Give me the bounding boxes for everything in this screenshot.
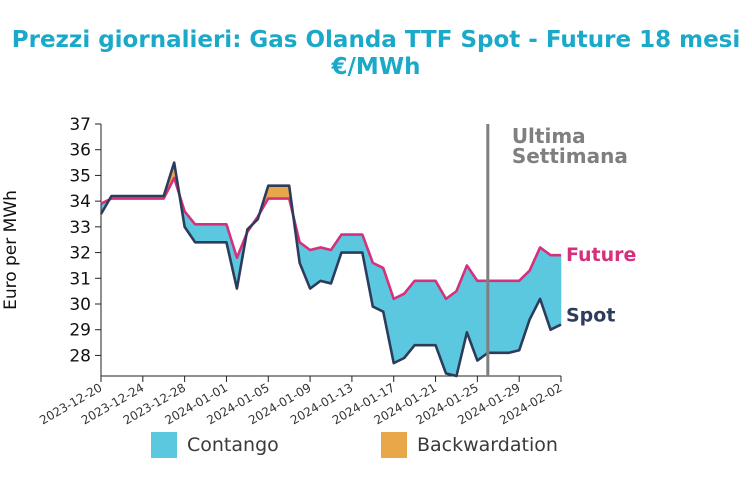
contango-area [477, 280, 489, 362]
contango-area [205, 223, 217, 243]
legend-backwardation: Backwardation [381, 432, 558, 458]
future-series-label: Future [566, 244, 636, 266]
contango-area [194, 223, 206, 243]
chart-axes: 282930313233343536372023-12-202023-12-24… [1, 115, 565, 427]
chart-title: Prezzi giornalieri: Gas Olanda TTF Spot … [11, 27, 741, 53]
y-tick-label: 32 [69, 244, 91, 264]
contango-area [414, 280, 426, 346]
contango-area [372, 262, 384, 313]
spread-areas [100, 162, 562, 377]
y-axis-label: Euro per MWh [1, 190, 21, 310]
y-tick-label: 37 [69, 115, 91, 135]
y-tick-label: 29 [69, 321, 91, 341]
contango-swatch [151, 432, 177, 458]
legend-backwardation-label: Backwardation [417, 434, 558, 456]
spot-series-label: Spot [566, 305, 615, 327]
contango-area [215, 223, 227, 243]
marker-label-line1: Ultima [512, 124, 586, 148]
legend-contango: Contango [151, 432, 279, 458]
contango-area [393, 293, 405, 364]
contango-area [341, 234, 353, 253]
contango-area [424, 280, 436, 346]
y-tick-label: 36 [69, 141, 91, 161]
spot-line [99, 161, 562, 378]
marker-label-line2: Settimana [512, 144, 628, 168]
backwardation-swatch [381, 432, 407, 458]
contango-area [497, 280, 510, 354]
y-tick-label: 28 [69, 346, 91, 366]
y-tick-label: 34 [69, 192, 91, 212]
contango-area [320, 247, 332, 284]
y-tick-label: 33 [69, 218, 91, 238]
contango-area [351, 234, 363, 253]
backwardation-area [267, 185, 280, 199]
y-tick-label: 35 [69, 166, 91, 186]
series-lines [99, 124, 562, 378]
contango-area [508, 280, 520, 354]
contango-area [487, 280, 499, 354]
chart-title-unit: €/MWh [331, 54, 421, 80]
legend-contango-label: Contango [187, 434, 279, 456]
contango-area [550, 254, 562, 331]
contango-area [445, 290, 457, 377]
y-tick-label: 30 [69, 295, 91, 315]
y-tick-label: 31 [69, 269, 91, 289]
backwardation-area [278, 185, 290, 199]
